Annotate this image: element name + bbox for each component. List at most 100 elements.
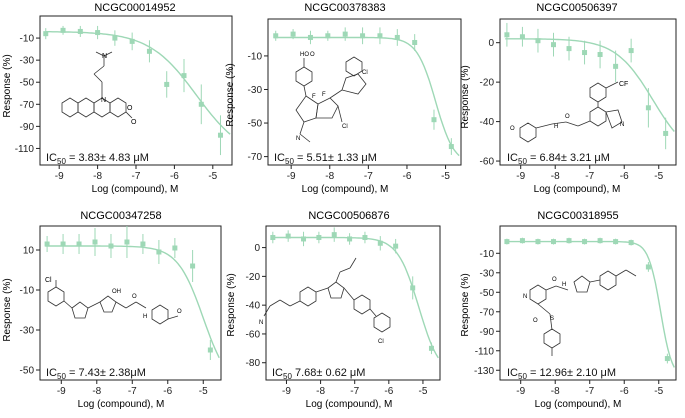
atom-o: O bbox=[310, 52, 315, 58]
x-tick-label: -7 bbox=[132, 171, 141, 182]
ic50-label: IC50 = 7.43± 2.38μM bbox=[46, 367, 146, 381]
data-point bbox=[164, 81, 170, 87]
chart-title: NCGC00347258 bbox=[80, 210, 161, 222]
atom-nh: H bbox=[562, 282, 566, 288]
data-point bbox=[290, 31, 296, 37]
data-point bbox=[44, 241, 50, 247]
data-point bbox=[76, 241, 82, 247]
chemical-structure bbox=[295, 56, 367, 143]
atom-f: F bbox=[312, 94, 316, 100]
data-point bbox=[628, 48, 634, 54]
data-point bbox=[316, 235, 322, 241]
y-tick-label: -40 bbox=[480, 117, 495, 128]
data-point bbox=[362, 235, 368, 241]
y-tick-label: -10 bbox=[20, 34, 35, 45]
data-point bbox=[504, 239, 510, 245]
ic50-label: IC50 = 3.83± 4.83 μM bbox=[46, 152, 149, 166]
data-point bbox=[77, 28, 83, 34]
fit-curve bbox=[273, 36, 460, 157]
data-point bbox=[190, 263, 196, 269]
ic50-subscript: 50 bbox=[57, 372, 66, 381]
x-tick-label: -6 bbox=[163, 386, 172, 397]
y-axis-label: Response (%) bbox=[460, 65, 471, 128]
x-tick-label: -6 bbox=[170, 171, 179, 182]
y-tick-label: -110 bbox=[475, 346, 495, 357]
atom-n: N bbox=[296, 136, 300, 142]
x-tick-label: -5 bbox=[654, 171, 663, 182]
atom-o: O bbox=[127, 105, 133, 112]
data-point bbox=[613, 239, 619, 245]
atom-n: N bbox=[620, 122, 624, 128]
x-tick-label: -9 bbox=[282, 386, 291, 397]
fit-curve bbox=[505, 38, 675, 132]
x-tick-label: -6 bbox=[403, 171, 412, 182]
data-point bbox=[181, 73, 187, 79]
x-axis-label: Log (compound), M bbox=[535, 399, 622, 410]
ic50-prefix: IC bbox=[272, 367, 283, 379]
chemical-structure bbox=[519, 81, 623, 143]
data-point bbox=[108, 243, 114, 249]
atom-o: O bbox=[132, 294, 137, 300]
data-point bbox=[597, 52, 603, 58]
atom-o: O bbox=[552, 277, 557, 283]
data-point bbox=[156, 249, 162, 255]
ic50-value: = 12.96± 2.10 μM bbox=[527, 367, 616, 379]
y-axis-label: Response (%) bbox=[226, 273, 237, 336]
data-point bbox=[535, 38, 541, 44]
data-point bbox=[566, 46, 572, 52]
atom-cl: Cl bbox=[45, 277, 52, 284]
y-axis-label: Response (%) bbox=[225, 63, 236, 126]
x-tick-label: -5 bbox=[208, 171, 217, 182]
ic50-subscript: 50 bbox=[518, 157, 527, 166]
ic50-subscript: 50 bbox=[283, 372, 292, 381]
data-point bbox=[663, 130, 669, 136]
chart-title: NCGC00378383 bbox=[304, 2, 385, 14]
ic50-subscript: 50 bbox=[57, 157, 66, 166]
x-tick-label: -5 bbox=[418, 386, 427, 397]
chart-panel-ncgc00506876: NCGC00506876 Response (%) Log (compound)… bbox=[226, 210, 441, 410]
data-point bbox=[342, 31, 348, 37]
x-tick-label: -9 bbox=[57, 386, 66, 397]
y-tick-label: -60 bbox=[480, 157, 495, 168]
data-point bbox=[582, 239, 588, 245]
y-tick-label: -50 bbox=[20, 366, 35, 377]
data-point bbox=[172, 245, 178, 251]
data-point bbox=[519, 34, 525, 40]
data-point bbox=[428, 345, 434, 351]
ic50-label: IC50 = 12.96± 2.10 μM bbox=[507, 367, 616, 381]
atom-o: O bbox=[533, 318, 538, 324]
data-point bbox=[377, 240, 383, 246]
chart-title: NCGC00506397 bbox=[536, 2, 617, 14]
y-tick-label: 10 bbox=[23, 246, 35, 257]
y-tick-label: -70 bbox=[20, 100, 35, 111]
data-point bbox=[393, 243, 399, 249]
y-tick-label: -50 bbox=[20, 78, 35, 89]
plot-frame bbox=[39, 15, 233, 166]
y-tick-label: -30 bbox=[248, 85, 263, 96]
data-point bbox=[307, 34, 313, 40]
data-point bbox=[645, 264, 651, 270]
data-point bbox=[664, 356, 670, 362]
data-point bbox=[377, 33, 383, 39]
data-point bbox=[112, 35, 118, 41]
atom-oh: OH bbox=[112, 289, 121, 295]
fit-curve bbox=[271, 236, 439, 359]
data-point bbox=[410, 285, 416, 291]
y-tick-label: -130 bbox=[474, 366, 494, 377]
atom-o: O bbox=[565, 114, 570, 120]
atom-o: O bbox=[131, 119, 137, 126]
y-tick-label: -20 bbox=[246, 272, 261, 283]
data-point bbox=[60, 27, 66, 33]
x-tick-label: -9 bbox=[55, 171, 64, 182]
x-tick-label: -8 bbox=[92, 386, 101, 397]
data-point bbox=[519, 238, 525, 244]
x-tick-label: -9 bbox=[516, 386, 525, 397]
atom-cf3: CF bbox=[619, 81, 628, 88]
data-point bbox=[146, 48, 152, 54]
data-point bbox=[270, 235, 276, 241]
y-tick-label: -70 bbox=[248, 152, 263, 163]
y-tick-label: -30 bbox=[20, 56, 35, 67]
ic50-prefix: IC bbox=[46, 152, 57, 164]
y-axis-label: Response (%) bbox=[460, 273, 471, 336]
data-point bbox=[92, 239, 98, 245]
